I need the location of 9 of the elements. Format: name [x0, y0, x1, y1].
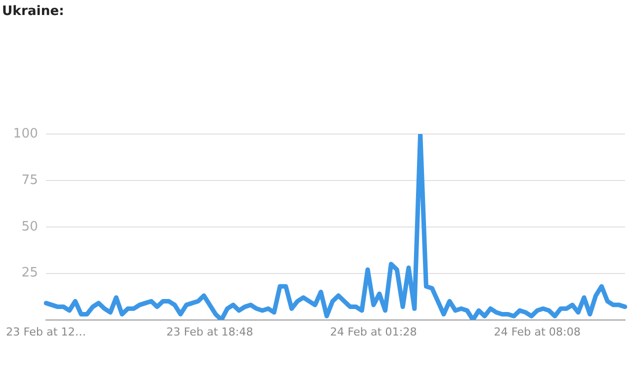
x-tick-label: 24 Feb at 01:28 — [330, 325, 417, 338]
x-tick-label: 23 Feb at 18:48 — [166, 325, 254, 338]
x-tick-label: 23 Feb at 12… — [6, 325, 86, 338]
y-tick-label: 25 — [21, 266, 38, 281]
x-tick-label: 24 Feb at 08:08 — [494, 325, 581, 338]
y-tick-label: 50 — [21, 219, 38, 234]
y-tick-label: 100 — [13, 126, 38, 142]
y-tick-label: 75 — [21, 172, 38, 188]
chart-title: Ukraine: — [2, 4, 64, 19]
